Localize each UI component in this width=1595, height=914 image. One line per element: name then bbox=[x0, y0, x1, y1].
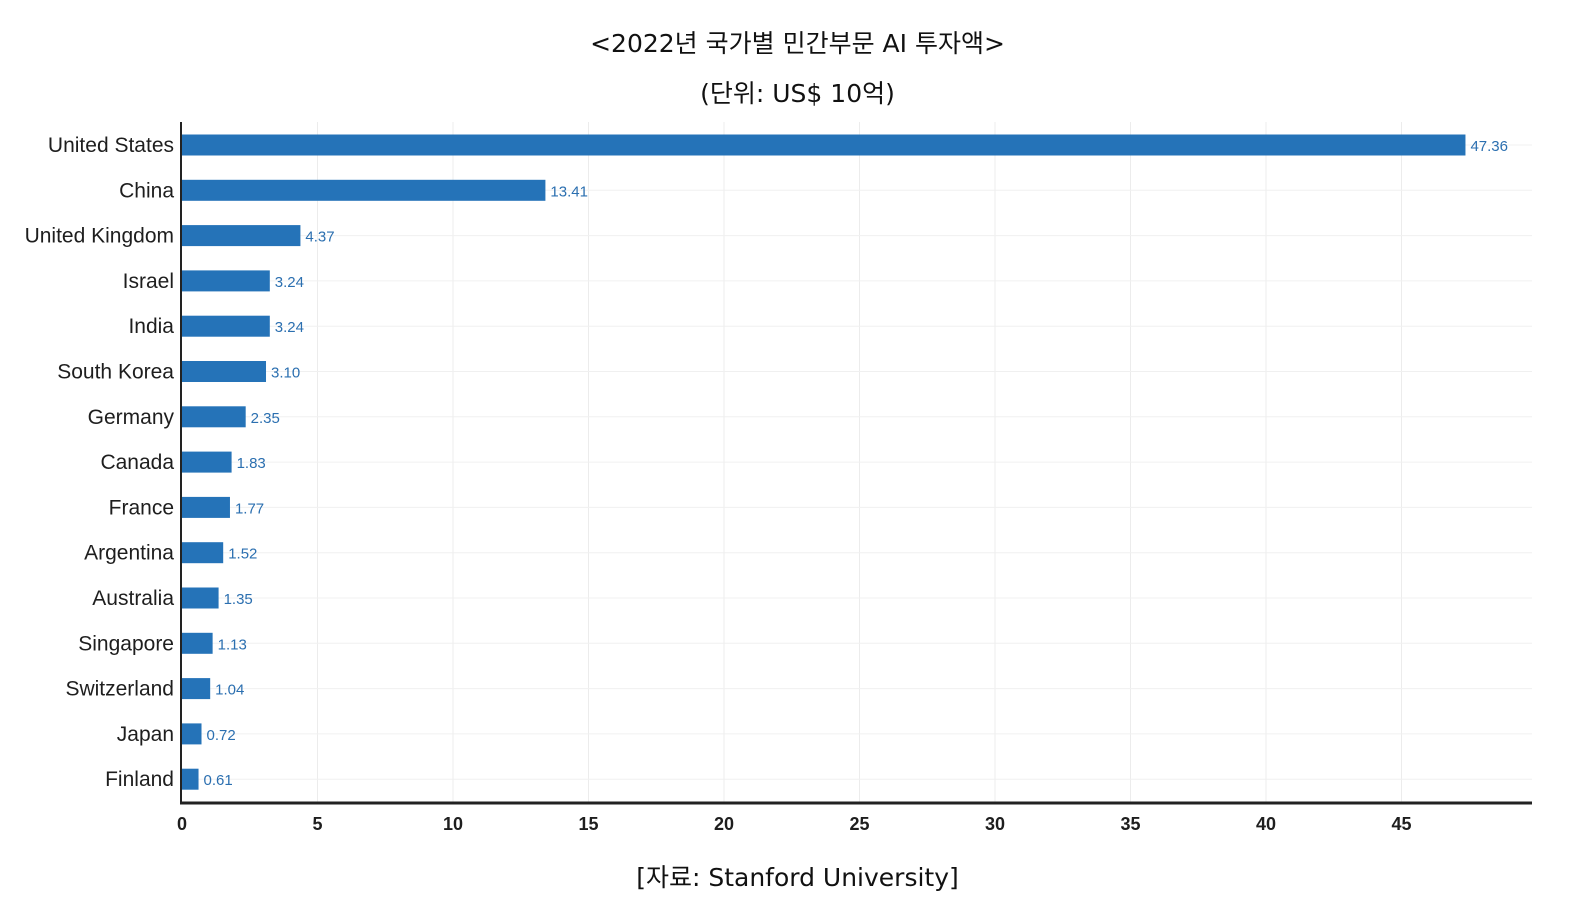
value-label: 3.24 bbox=[275, 274, 304, 291]
chart-subtitle: (단위: US$ 10억) bbox=[700, 79, 895, 108]
value-label: 4.37 bbox=[305, 229, 334, 246]
x-tick-label: 30 bbox=[985, 814, 1005, 834]
value-labels: 47.36 13.41 4.37 3.24 3.24 3.10 2.35 1.83 1.77 1.… bbox=[204, 138, 1508, 789]
bar bbox=[182, 225, 301, 247]
bar bbox=[182, 632, 213, 654]
bar bbox=[182, 587, 219, 609]
value-label: 13.41 bbox=[550, 183, 588, 200]
bars bbox=[182, 134, 1466, 790]
x-tick-labels: 0 5 10 15 20 25 30 35 40 45 bbox=[177, 814, 1412, 834]
value-label: 47.36 bbox=[1470, 138, 1508, 155]
value-label: 2.35 bbox=[251, 410, 280, 427]
category-label: Canada bbox=[100, 451, 174, 474]
category-label: United Kingdom bbox=[25, 225, 174, 248]
x-tick-label: 15 bbox=[578, 814, 598, 834]
value-label: 0.72 bbox=[207, 727, 236, 744]
value-label: 1.77 bbox=[235, 500, 264, 517]
x-tick-label: 45 bbox=[1391, 814, 1411, 834]
bar bbox=[182, 542, 224, 564]
category-label: Australia bbox=[92, 587, 174, 610]
category-label: Argentina bbox=[84, 542, 174, 565]
value-label: 0.61 bbox=[204, 772, 233, 789]
source-caption: [자료: Stanford University] bbox=[636, 863, 959, 892]
x-tick-label: 0 bbox=[177, 814, 187, 834]
category-label: Israel bbox=[123, 270, 174, 293]
value-label: 3.24 bbox=[275, 319, 304, 336]
value-label: 1.52 bbox=[228, 546, 257, 563]
x-tick-label: 35 bbox=[1120, 814, 1140, 834]
bar bbox=[182, 768, 199, 790]
x-tick-label: 20 bbox=[714, 814, 734, 834]
grid-lines bbox=[182, 122, 1532, 803]
bar bbox=[182, 496, 230, 518]
category-label: South Korea bbox=[57, 361, 174, 384]
category-label: France bbox=[109, 496, 174, 519]
category-label: United States bbox=[48, 134, 174, 157]
category-labels: United States China United Kingdom Israel In… bbox=[25, 134, 175, 791]
value-label: 1.35 bbox=[224, 591, 253, 608]
value-label: 1.13 bbox=[218, 636, 247, 653]
bar bbox=[182, 723, 202, 745]
bar bbox=[182, 406, 246, 428]
category-label: Germany bbox=[88, 406, 175, 429]
category-label: India bbox=[128, 315, 174, 338]
value-label: 3.10 bbox=[271, 365, 300, 382]
category-label: China bbox=[119, 179, 174, 202]
bar bbox=[182, 678, 211, 700]
category-label: Japan bbox=[117, 723, 174, 746]
bar bbox=[182, 315, 270, 337]
bar bbox=[182, 451, 232, 473]
x-tick-label: 10 bbox=[443, 814, 463, 834]
bar bbox=[182, 361, 267, 382]
category-label: Switzerland bbox=[65, 678, 174, 701]
x-tick-label: 40 bbox=[1256, 814, 1276, 834]
chart-title: <2022년 국가별 민간부문 AI 투자액> bbox=[590, 29, 1005, 58]
x-tick-label: 25 bbox=[849, 814, 869, 834]
value-label: 1.83 bbox=[237, 455, 266, 472]
value-label: 1.04 bbox=[215, 682, 244, 699]
bar bbox=[182, 179, 546, 201]
category-label: Singapore bbox=[78, 632, 174, 655]
bar bbox=[182, 134, 1466, 156]
category-label: Finland bbox=[105, 768, 174, 791]
bar bbox=[182, 270, 270, 292]
x-tick-label: 5 bbox=[312, 814, 322, 834]
